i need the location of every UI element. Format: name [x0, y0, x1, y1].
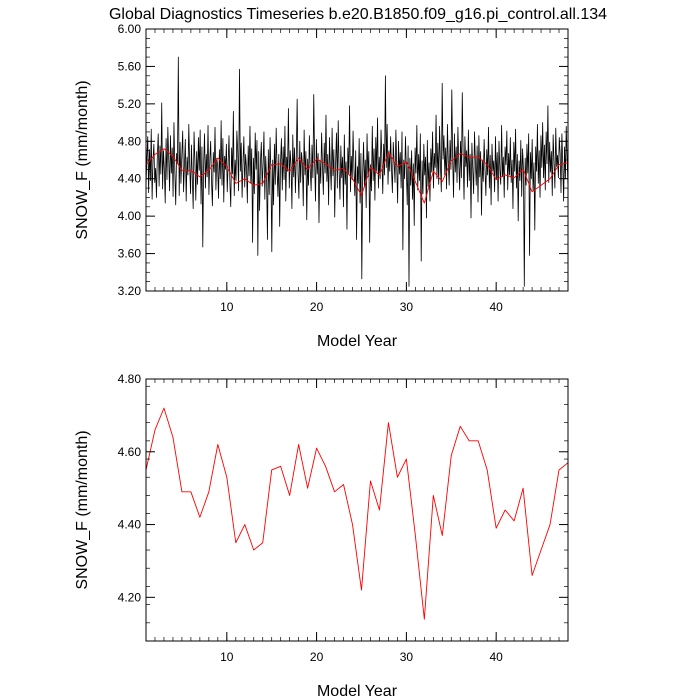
- x-tick-label: 40: [489, 300, 503, 314]
- x-tick-label: 20: [310, 300, 324, 314]
- y-tick-label: 4.40: [118, 518, 142, 532]
- x-axis-label: Model Year: [317, 333, 398, 350]
- x-tick-label: 20: [310, 650, 324, 664]
- series-line-2-1: [146, 407, 568, 620]
- y-tick-label: 4.20: [118, 590, 142, 604]
- y-tick-label: 4.00: [118, 209, 142, 223]
- x-tick-label: 10: [220, 650, 234, 664]
- chart-panel-1: 10 20 30 40 3.20 3.60 4.00 4.40 4.80 5.20 5.60 6.00…: [74, 22, 569, 350]
- y-tick-label: 6.00: [118, 22, 142, 36]
- y-tick-label: 3.60: [118, 247, 142, 261]
- y-axis-label: SNOW_F (mm/month): [74, 80, 91, 239]
- y-tick-label: 4.80: [118, 134, 142, 148]
- x-tick-label: 30: [400, 650, 414, 664]
- chart-panel-2: 10 20 30 40 4.20 4.40 4.60 4.80 Model Year SNOW_F…: [74, 372, 569, 700]
- y-tick-label: 3.20: [118, 284, 142, 298]
- y-tick-label: 4.80: [118, 372, 142, 386]
- series-line-1-2: [146, 148, 568, 204]
- x-tick-label: 40: [489, 650, 503, 664]
- y-axis-label: SNOW_F (mm/month): [74, 430, 91, 589]
- y-tick-label: 4.40: [118, 172, 142, 186]
- figure-title: Global Diagnostics Timeseries b.e20.B185…: [109, 6, 607, 23]
- series-line-1-1: [146, 56, 568, 287]
- x-tick-label: 10: [220, 300, 234, 314]
- y-tick-label: 4.60: [118, 445, 142, 459]
- plot-frame: [145, 378, 569, 642]
- x-axis-label: Model Year: [317, 683, 398, 700]
- y-tick-label: 5.60: [118, 59, 142, 73]
- x-tick-label: 30: [400, 300, 414, 314]
- y-tick-label: 5.20: [118, 97, 142, 111]
